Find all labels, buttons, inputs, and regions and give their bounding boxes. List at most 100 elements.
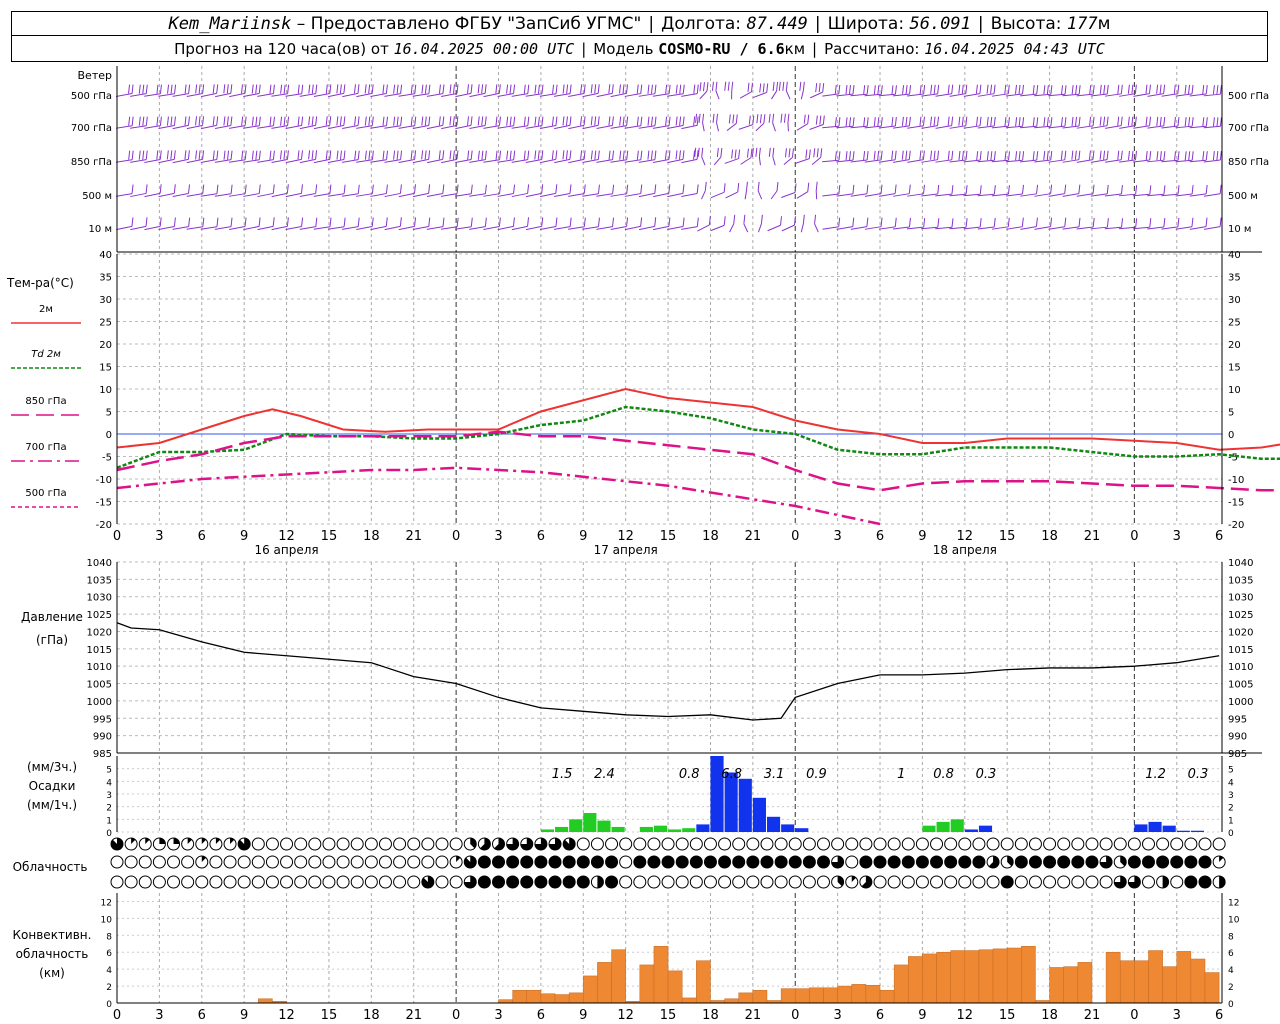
wind-barb [1119, 125, 1136, 129]
wind-barb [949, 193, 967, 197]
wind-barb-feather [145, 217, 148, 227]
wind-barb-feather [647, 150, 650, 160]
wind-barb-feather [138, 84, 141, 94]
wind-barb-feather [156, 116, 159, 126]
wind-barb [412, 192, 429, 198]
wind-barb-feather [990, 151, 993, 161]
wind-barb [1161, 93, 1178, 97]
wind-barb-feather [513, 184, 516, 194]
legend-t850-label: 850 гПа [25, 396, 66, 407]
wind-barb-feather [1173, 116, 1176, 127]
wind-barb [814, 223, 819, 233]
precip-tick-left: 4 [106, 778, 112, 788]
wind-barb-feather [1177, 116, 1180, 127]
wind-barb-feather [315, 217, 318, 227]
temp-x-tick: 15 [660, 529, 677, 544]
wind-barb-feather [1015, 117, 1018, 127]
wind-barb-feather [919, 116, 922, 126]
wind-barb-feather [414, 116, 417, 126]
wind-barb-feather [612, 184, 615, 194]
cloud-fill [549, 838, 562, 850]
wind-barb [483, 226, 500, 230]
wind-barb-feather [668, 150, 671, 160]
wind-barb-feather [682, 150, 685, 160]
wind-barb-feather [1117, 84, 1120, 94]
cloud-fill [775, 856, 788, 868]
wind-barb-feather [1202, 117, 1205, 127]
temp-panel-label: Тем-ра(°С) [6, 276, 74, 290]
wind-barb-feather [901, 116, 904, 126]
wind-barb-feather [626, 116, 629, 126]
wind-barb-feather [1004, 84, 1007, 94]
precip-bar [710, 756, 724, 832]
wind-barb [739, 91, 752, 99]
cloud-fill [478, 856, 491, 868]
wind-barb [1048, 226, 1065, 230]
cloud-symbol [1212, 837, 1226, 851]
wind-barb [1133, 193, 1150, 197]
wind-barb-feather [456, 84, 459, 94]
wind-barb-feather [665, 116, 668, 126]
wind-barb-feather [986, 84, 989, 94]
cloud-fill [549, 876, 562, 888]
cloud-symbol [378, 855, 392, 869]
cloud-symbol [181, 875, 195, 889]
precip-bar [795, 828, 809, 832]
wind-barb-feather [958, 116, 961, 126]
wind-barb-feather [336, 150, 339, 160]
wind-barb-feather [866, 184, 869, 194]
wind-barb-feather [993, 185, 996, 195]
wind-barb [907, 125, 924, 129]
cloud-symbol [1099, 875, 1113, 889]
wind-barb-feather [772, 113, 775, 123]
precip-bar [922, 825, 936, 832]
wind-barb-feather [894, 217, 897, 227]
wind-barb [977, 159, 995, 163]
wind-barb-feather [258, 217, 261, 227]
wind-barb-feather [1159, 84, 1162, 94]
wind-barb [356, 159, 373, 163]
wind-barb-feather [438, 150, 441, 160]
wind-barb-feather [541, 84, 544, 94]
wind-barb-feather [1004, 117, 1007, 127]
wind-barb-feather [1219, 184, 1222, 194]
wind-barb-feather [1134, 150, 1137, 160]
cloud-symbol [1028, 875, 1042, 889]
wind-barb-feather [1177, 217, 1180, 227]
wind-barb-feather [551, 150, 554, 160]
wind-barb [384, 159, 401, 163]
wind-barb-feather [961, 116, 964, 126]
cloud-symbol [887, 875, 901, 889]
wind-barb-feather [880, 85, 883, 95]
wind-barb-feather [287, 116, 290, 126]
wind-barb [878, 93, 896, 97]
temp-x-tick: 3 [1173, 529, 1181, 544]
wind-barb-feather [223, 84, 226, 94]
wind-barb-feather [696, 184, 699, 194]
wind-barb-feather [541, 217, 544, 227]
precip-bar [668, 829, 682, 832]
wind-barb [1203, 159, 1221, 163]
wind-barb [963, 193, 981, 197]
wind-barb [327, 226, 345, 230]
wind-barb-feather [1007, 117, 1010, 127]
wind-barb-feather [286, 217, 289, 227]
wind-barb-feather [958, 84, 961, 94]
wind-barb [186, 124, 203, 130]
wind-barb [755, 122, 765, 132]
wind-barb-feather [287, 84, 290, 94]
cloud-fill [789, 856, 802, 868]
wind-barb-feather [747, 82, 750, 92]
cloud-symbol [972, 837, 986, 851]
conv-bar [865, 984, 881, 1004]
wind-barb-feather [555, 217, 558, 227]
wind-barb [271, 93, 288, 97]
alt-label: Высота: [990, 13, 1062, 34]
wind-barb-feather [329, 84, 332, 94]
wind-barb [144, 225, 161, 231]
wind-barb [610, 92, 627, 98]
wind-barb-feather [745, 181, 748, 191]
wind-barb-feather [894, 85, 897, 95]
wind-barb-feather [325, 116, 328, 126]
wind-barb [921, 93, 938, 97]
